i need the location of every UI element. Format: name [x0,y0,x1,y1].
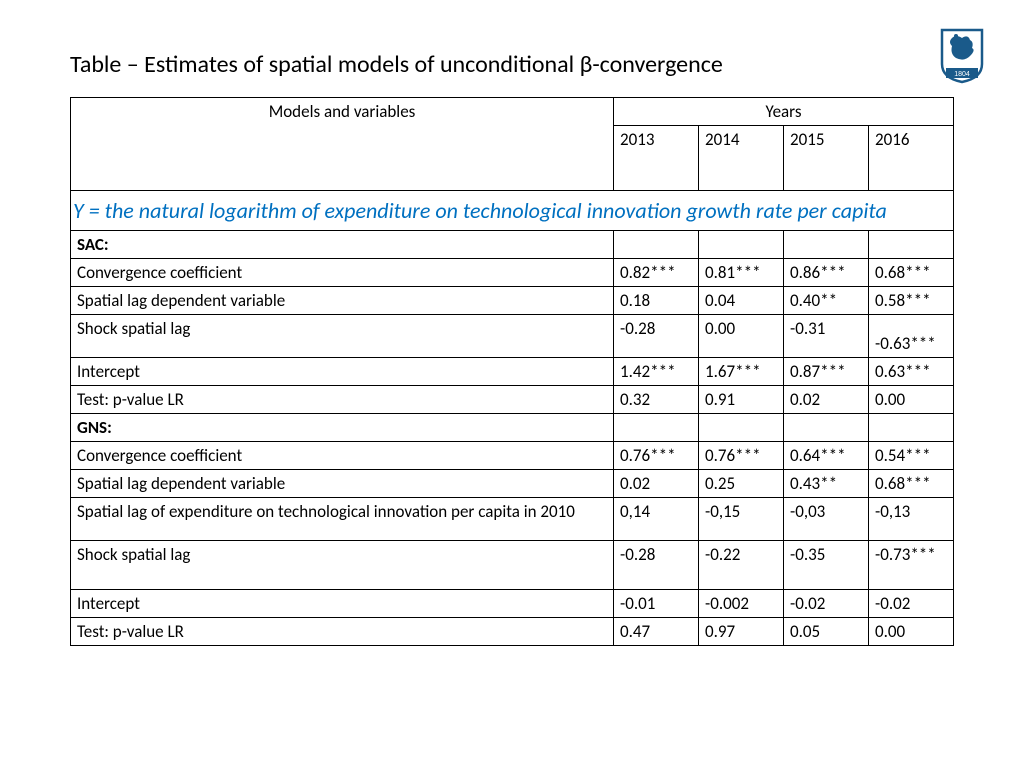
row-label: Shock spatial lag [71,315,614,358]
cell: -0.73*** [869,541,954,590]
cell: 0.43** [784,470,869,498]
header-models: Models and variables [71,98,614,191]
cell: 0.91 [699,386,784,414]
cell: 0.97 [699,618,784,646]
cell: -0.01 [614,590,699,618]
row-label: Convergence coefficient [71,259,614,287]
university-logo: 1804 [940,28,984,84]
table-row: Test: p-value LR 0.32 0.91 0.02 0.00 [71,386,954,414]
row-label: Spatial lag of expenditure on technologi… [71,498,614,541]
header-years: Years [614,98,954,126]
row-label: Spatial lag dependent variable [71,470,614,498]
table-row: Shock spatial lag -0.28 -0.22 -0.35 -0.7… [71,541,954,590]
table-row: Spatial lag dependent variable 0.02 0.25… [71,470,954,498]
cell: -0.002 [699,590,784,618]
cell: 0.05 [784,618,869,646]
cell: 1.42*** [614,358,699,386]
table-row: Spatial lag dependent variable 0.18 0.04… [71,287,954,315]
gns-header: GNS: [71,414,614,442]
row-label: Convergence coefficient [71,442,614,470]
row-label: Spatial lag dependent variable [71,287,614,315]
cell: -0.35 [784,541,869,590]
table-row: Convergence coefficient 0.82*** 0.81*** … [71,259,954,287]
cell: 0.00 [869,386,954,414]
cell: 0,14 [614,498,699,541]
row-label: Test: p-value LR [71,386,614,414]
row-label: Intercept [71,358,614,386]
header-2015: 2015 [784,126,869,191]
cell: 0.02 [784,386,869,414]
header-2014: 2014 [699,126,784,191]
cell: 0.04 [699,287,784,315]
row-label: Intercept [71,590,614,618]
table-row: Convergence coefficient 0.76*** 0.76*** … [71,442,954,470]
page-title: Table – Estimates of spatial models of u… [70,50,954,79]
cell: 0.76*** [699,442,784,470]
row-label: Test: p-value LR [71,618,614,646]
header-2013: 2013 [614,126,699,191]
cell: -0.31 [784,315,869,358]
cell: 0.58*** [869,287,954,315]
cell: -0.28 [614,315,699,358]
cell: 0.54*** [869,442,954,470]
row-label: Shock spatial lag [71,541,614,590]
cell: 0.25 [699,470,784,498]
cell: -0.63*** [869,315,954,358]
cell: 0.82*** [614,259,699,287]
cell: -0.02 [784,590,869,618]
cell: -0.22 [699,541,784,590]
cell: -0,15 [699,498,784,541]
cell: 0.63*** [869,358,954,386]
sac-header: SAC: [71,231,614,259]
cell: -0.28 [614,541,699,590]
cell: 0.00 [699,315,784,358]
table-row: Test: p-value LR 0.47 0.97 0.05 0.00 [71,618,954,646]
cell: 0.68*** [869,259,954,287]
cell: 0.76*** [614,442,699,470]
cell: 0.02 [614,470,699,498]
table-row: Intercept 1.42*** 1.67*** 0.87*** 0.63**… [71,358,954,386]
cell: 0.18 [614,287,699,315]
cell: -0,13 [869,498,954,541]
cell: -0.02 [869,590,954,618]
cell: 0.81*** [699,259,784,287]
cell: 0.68*** [869,470,954,498]
cell: 0.32 [614,386,699,414]
results-table: Models and variables Years 2013 2014 201… [70,97,954,646]
cell: 0.86*** [784,259,869,287]
table-row: Intercept -0.01 -0.002 -0.02 -0.02 [71,590,954,618]
logo-year: 1804 [954,71,970,78]
cell: 1.67*** [699,358,784,386]
table-row: Shock spatial lag -0.28 0.00 -0.31 -0.63… [71,315,954,358]
header-2016: 2016 [869,126,954,191]
dependent-variable: Y = the natural logarithm of expenditure… [71,191,954,231]
cell: 0.00 [869,618,954,646]
cell: 0.64*** [784,442,869,470]
cell: 0.87*** [784,358,869,386]
cell: -0,03 [784,498,869,541]
cell: 0.40** [784,287,869,315]
table-row: Spatial lag of expenditure on technologi… [71,498,954,541]
cell: 0.47 [614,618,699,646]
